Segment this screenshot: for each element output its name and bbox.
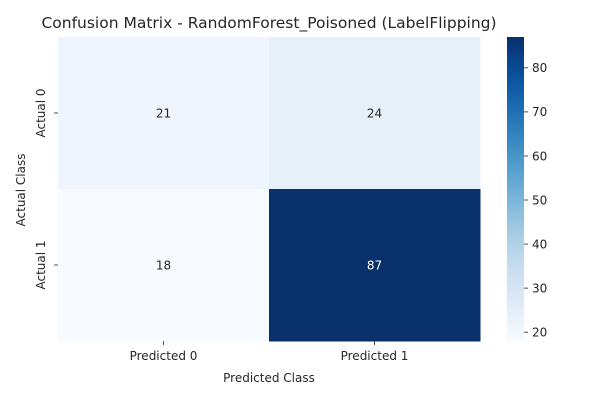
y-axis: Actual 0 Actual 1 [34,88,58,290]
x-axis-label: Predicted Class [223,371,315,385]
colorbar-tick-label: 70 [532,105,547,119]
colorbar-tick-label: 60 [532,149,547,163]
y-axis-label: Actual Class [14,154,28,227]
chart-title: Confusion Matrix - RandomForest_Poisoned… [41,14,496,33]
heatmap-cell-r1-c1 [269,189,481,342]
heatmap-cell-labels: 21 24 18 87 [156,107,382,273]
colorbar-tick-label: 40 [532,237,547,251]
cell-value-label: 24 [367,107,382,121]
y-tick-label: Actual 0 [34,88,48,137]
cell-value-label: 18 [156,259,171,273]
colorbar-tick-label: 30 [532,281,547,295]
colorbar-tick-label: 20 [532,325,547,339]
cell-value-label: 21 [156,107,171,121]
x-axis: Predicted 0 Predicted 1 [130,341,409,363]
colorbar-tick-label: 80 [532,61,547,75]
cell-value-label: 87 [367,259,382,273]
x-tick-label: Predicted 0 [130,349,198,363]
heatmap-cell-r0-c1 [269,37,481,190]
heatmap-cell-r0-c0 [58,37,270,190]
heatmap-cells [58,37,481,342]
colorbar [507,37,524,341]
x-tick-label: Predicted 1 [341,349,409,363]
colorbar-tick-label: 50 [532,193,547,207]
colorbar-axis: 20 30 40 50 60 70 80 [524,61,547,339]
heatmap-cell-r1-c0 [58,189,270,342]
y-tick-label: Actual 1 [34,240,48,289]
